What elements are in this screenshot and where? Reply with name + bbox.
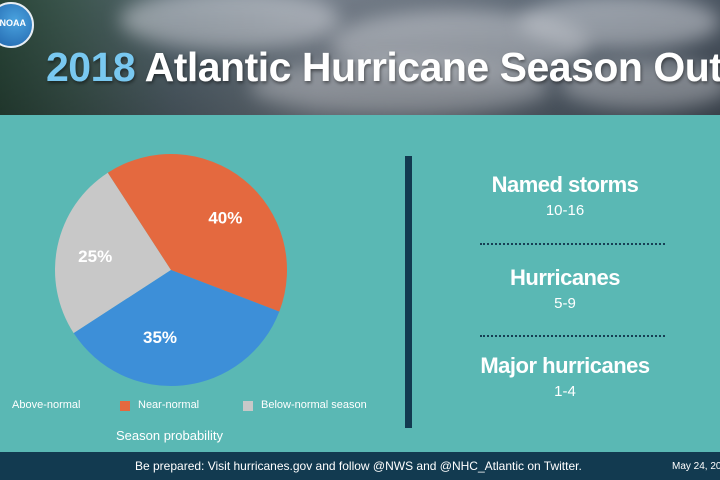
dotted-separator xyxy=(480,243,665,245)
stat-label: Hurricanes xyxy=(510,265,620,290)
title-text: Atlantic Hurricane Season Outlook xyxy=(144,44,720,90)
pie-slice-near-normal xyxy=(107,154,287,312)
legend-item-below-normal: Below-normal season xyxy=(243,399,367,411)
stat-value: 10-16 xyxy=(545,202,585,219)
pie-slice-above-normal xyxy=(73,270,280,386)
legend-label: Near-normal xyxy=(138,399,200,411)
legend-item-above-normal: Above-normal xyxy=(12,399,80,411)
satellite-cloud xyxy=(120,0,340,50)
pie-label-below-normal: 25% xyxy=(78,247,112,266)
legend-swatch xyxy=(120,401,130,411)
stat-label: Named storms xyxy=(491,172,639,197)
page-title: 2018 Atlantic Hurricane Season Outlook xyxy=(46,44,720,91)
vertical-divider xyxy=(405,156,412,428)
logo-text: NOAA xyxy=(0,18,26,28)
stat-major-hurricanes: Major hurricanes 1-4 xyxy=(440,353,690,400)
footer-date: May 24, 20 xyxy=(672,461,720,472)
chart-caption: Season probability xyxy=(116,428,223,443)
satellite-cloud xyxy=(250,60,550,115)
dotted-separator xyxy=(480,335,665,337)
footer-bar: Be prepared: Visit hurricanes.gov and fo… xyxy=(0,452,720,480)
legend-swatch xyxy=(243,401,253,411)
legend-label: Below-normal season xyxy=(261,399,367,411)
legend-label: Above-normal xyxy=(12,399,81,411)
header-banner: NOAA 2018 Atlantic Hurricane Season Outl… xyxy=(0,0,720,115)
outlook-panel: 25% 40% 35% Above-normal Near-normal Below… xyxy=(0,115,720,452)
pie-slice-below-normal xyxy=(54,172,171,334)
stat-value: 1-4 xyxy=(554,383,576,400)
title-year: 2018 xyxy=(46,44,136,90)
stat-label: Major hurricanes xyxy=(480,353,650,378)
legend-item-near-normal: Near-normal xyxy=(120,399,199,411)
stat-value: 5-9 xyxy=(554,295,576,312)
satellite-cloud xyxy=(520,0,720,50)
stat-named-storms: Named storms 10-16 xyxy=(440,172,690,219)
season-probability-pie-chart: 25% 40% 35% xyxy=(54,154,287,386)
stat-hurricanes: Hurricanes 5-9 xyxy=(440,265,690,312)
pie-label-above-normal: 35% xyxy=(143,328,177,347)
satellite-cloud xyxy=(560,60,720,110)
footer-message: Be prepared: Visit hurricanes.gov and fo… xyxy=(135,459,582,473)
pie-label-near-normal: 40% xyxy=(208,209,242,228)
